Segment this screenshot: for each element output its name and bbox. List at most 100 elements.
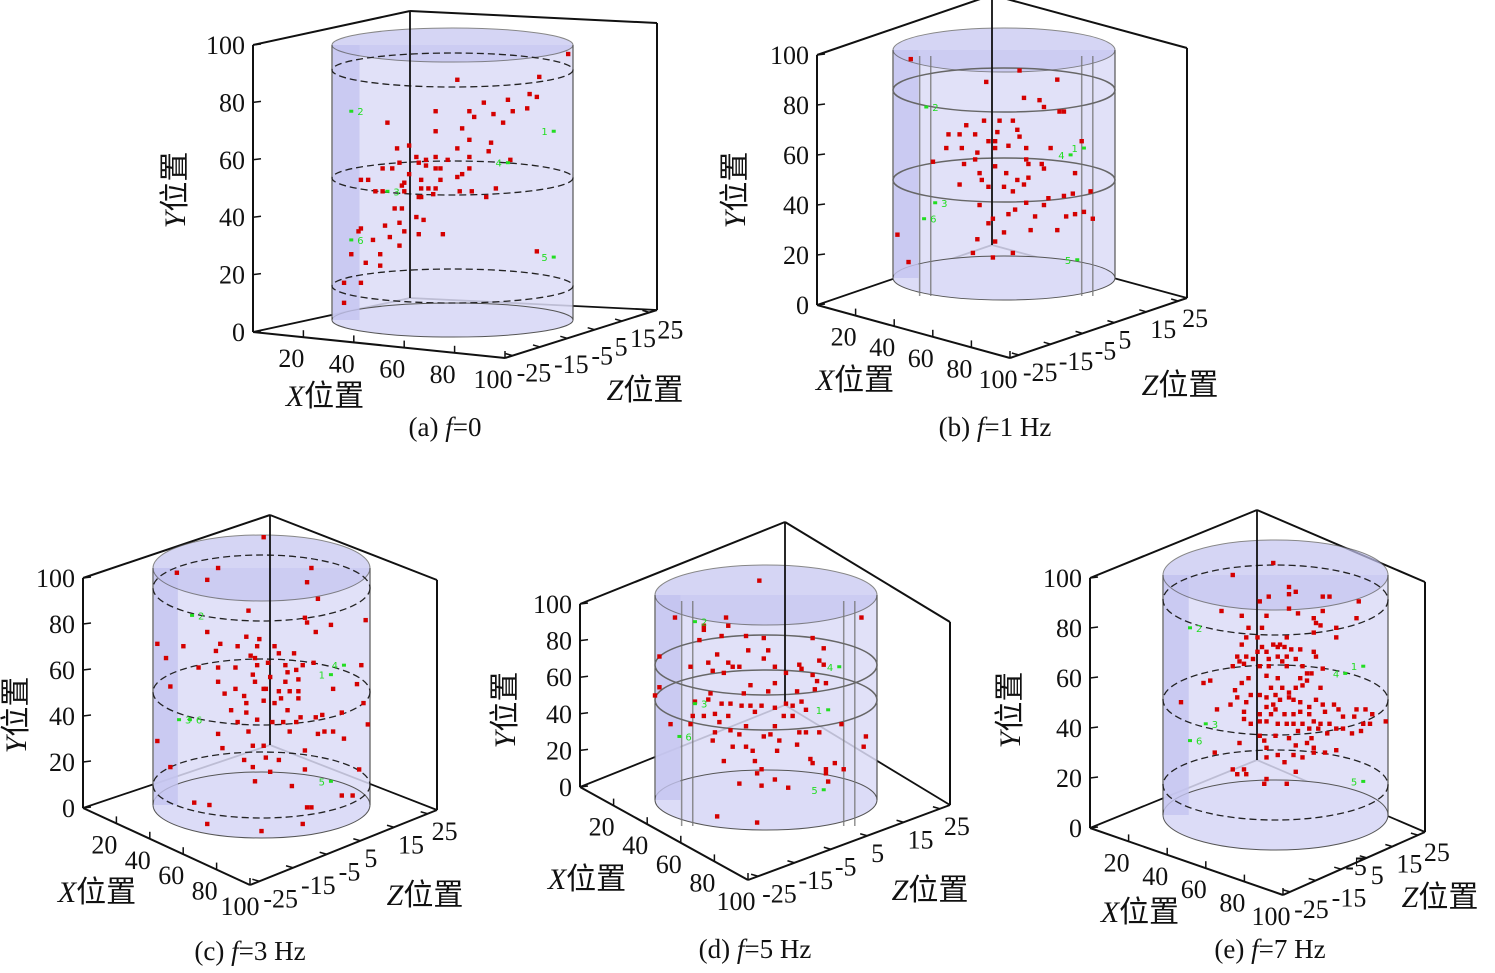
y-tick-mark [252, 272, 262, 276]
sensor-label: 1 [1072, 144, 1078, 155]
sensor-plane-ring [152, 751, 371, 819]
cylinder-bottom [1162, 779, 1389, 851]
particle-point [1334, 748, 1339, 753]
caption-value: =5 Hz [744, 934, 811, 964]
sensor-plane-ring [1162, 564, 1389, 636]
sensor-marker [187, 718, 192, 722]
y-axis-label-var: Y [719, 208, 752, 228]
particle-point [714, 652, 720, 657]
sensor-marker [677, 734, 682, 738]
particle-point [491, 111, 496, 117]
particle-point [220, 745, 225, 751]
cylinder-shade [1164, 575, 1189, 815]
particle-point [723, 615, 729, 620]
particle-point [235, 719, 240, 725]
z-tick-mark [1308, 877, 1316, 882]
particle-point [330, 729, 336, 734]
particle-point [737, 732, 742, 737]
particle-point [1320, 666, 1325, 671]
sensor-marker [1203, 722, 1208, 726]
particle-point [488, 140, 494, 145]
particle-point [1241, 767, 1247, 772]
particle-point [1275, 721, 1280, 726]
sensor-plane-ring [331, 268, 574, 304]
particle-point [1271, 702, 1276, 707]
z-tick-label: 15 [398, 830, 424, 859]
particle-point [977, 202, 982, 208]
particle-point [701, 713, 707, 719]
particle-point [1304, 740, 1310, 746]
particle-point [777, 738, 782, 743]
z-axis-line [1282, 831, 1426, 896]
y-tick-label: 100 [770, 41, 809, 70]
y-tick-mark [252, 330, 262, 333]
y-tick-label: 100 [1043, 564, 1082, 593]
particle-point [961, 161, 967, 167]
x-tick-label: 20 [1104, 848, 1130, 877]
particle-point [1024, 200, 1029, 205]
particle-point [254, 644, 260, 649]
particle-point [761, 635, 766, 641]
particle-point [975, 150, 980, 155]
z-tick-label: -15 [1332, 884, 1367, 913]
x-tick-label: 60 [379, 355, 405, 384]
particle-point [1214, 707, 1220, 712]
box-edge-top-left [579, 521, 786, 605]
particle-point [1235, 695, 1240, 700]
particle-point [841, 767, 846, 772]
particle-point [233, 686, 238, 692]
particle-point [287, 729, 292, 734]
particle-point [261, 534, 266, 540]
particle-point [812, 687, 818, 692]
caption-tag: (c) [194, 936, 231, 966]
y-tick-mark [1089, 676, 1099, 679]
z-tick-label: -25 [1294, 895, 1329, 924]
sensor-marker [924, 105, 929, 109]
particle-point [431, 191, 436, 197]
particle-point [1286, 592, 1292, 597]
particle-point [748, 683, 753, 688]
particle-point [990, 216, 996, 221]
sensor-label: 3 [1212, 720, 1218, 731]
x-tick-label: 20 [589, 813, 615, 842]
particle-point [304, 805, 310, 810]
particle-point [790, 713, 795, 719]
x-axis-line [252, 331, 506, 359]
sensor-marker [1188, 739, 1192, 743]
particle-point [814, 678, 820, 684]
particle-point [250, 764, 256, 770]
particle-point [254, 662, 260, 668]
x-tick-label: 60 [656, 850, 682, 879]
sensor-marker [328, 673, 333, 677]
particle-point [296, 696, 301, 701]
particle-point [459, 126, 465, 131]
particle-point [743, 633, 749, 639]
particle-point [1039, 161, 1044, 167]
particle-point [358, 226, 364, 231]
x-tick-label: 80 [192, 877, 218, 906]
x-axis-label: X位置 [547, 863, 626, 896]
particle-point [1248, 692, 1253, 698]
particle-point [248, 653, 253, 658]
particle-point [1228, 702, 1233, 707]
particle-point [1241, 709, 1247, 714]
particle-point [1244, 700, 1249, 705]
particle-point [406, 171, 412, 177]
sensor-label: 3 [941, 199, 947, 210]
y-tick-label: 60 [546, 663, 572, 692]
particle-point [207, 802, 212, 808]
x-axis-line [579, 786, 749, 881]
particle-point [839, 721, 844, 727]
x-tick-label: 100 [979, 365, 1018, 394]
particle-point [1244, 635, 1249, 640]
particle-point [1201, 680, 1206, 686]
particle-point [752, 709, 758, 715]
particle-point [1230, 664, 1235, 669]
particle-point [761, 656, 766, 661]
particle-point [1311, 630, 1316, 635]
sensor-label: 5 [1065, 256, 1071, 267]
sensor-marker [837, 665, 842, 669]
particle-point [810, 672, 815, 678]
caption-value: =1 Hz [984, 412, 1051, 442]
particle-point [688, 664, 693, 669]
